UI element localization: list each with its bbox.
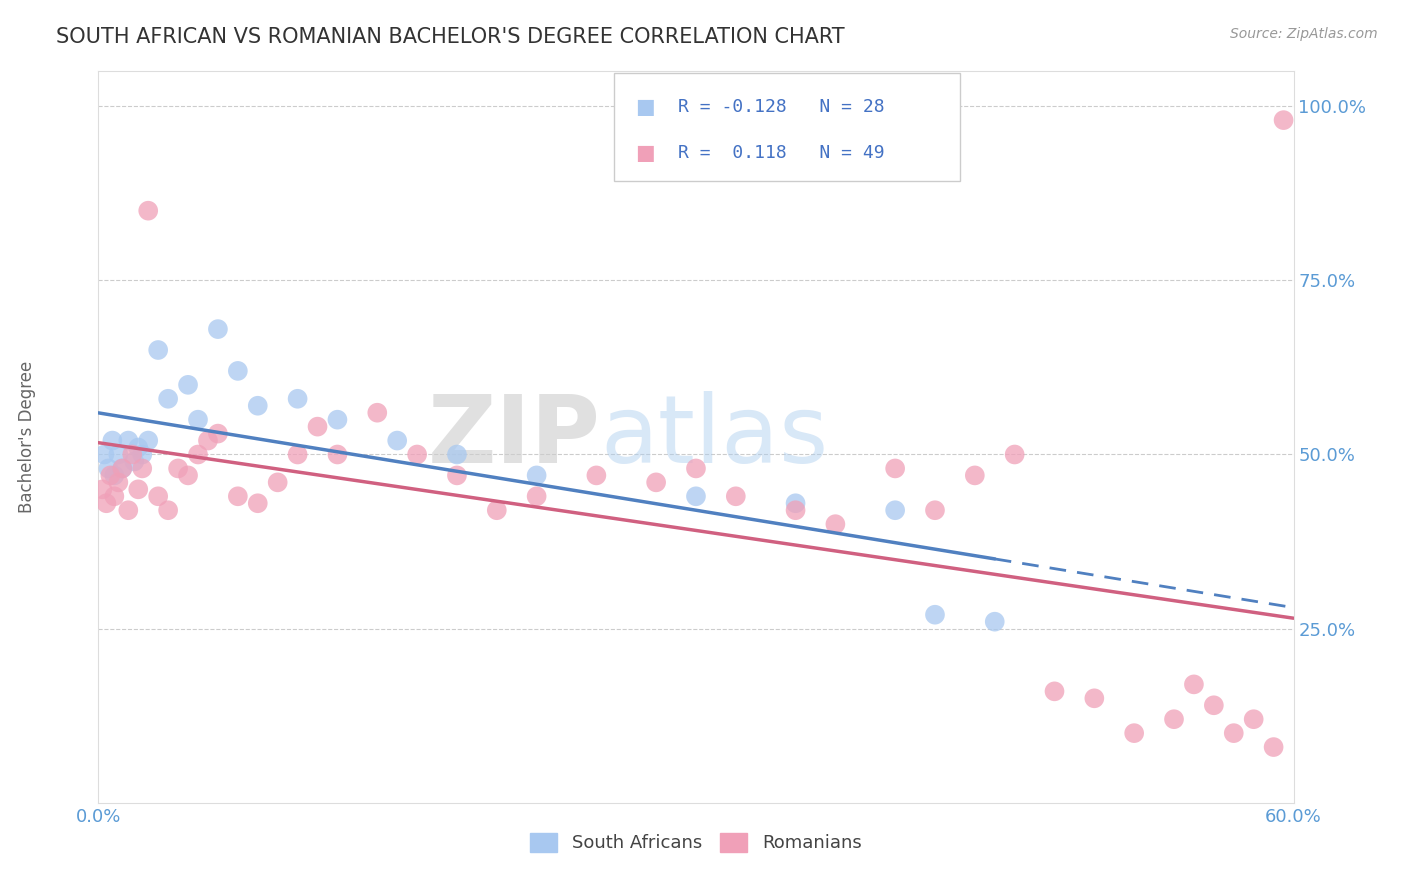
Point (645, 475, 668, 490)
Point (984, 615, 1007, 629)
Y-axis label: Bachelor's Degree: Bachelor's Degree (18, 361, 37, 513)
Point (131, 461, 153, 475)
Point (366, 406, 388, 420)
Point (287, 392, 309, 406)
Point (1223, 726, 1246, 740)
Point (326, 448, 349, 462)
Point (526, 468, 548, 483)
Point (197, 434, 219, 448)
Point (1123, 726, 1146, 740)
Point (406, 448, 429, 462)
Point (97, 461, 120, 475)
Text: ZIP: ZIP (427, 391, 600, 483)
Point (1163, 712, 1185, 726)
Legend: South Africans, Romanians: South Africans, Romanians (523, 826, 869, 860)
Point (963, 468, 986, 483)
Text: Source: ZipAtlas.com: Source: ZipAtlas.com (1230, 27, 1378, 41)
Point (785, 496, 807, 510)
Point (136, 434, 159, 448)
Point (526, 489, 548, 503)
Point (446, 448, 468, 462)
Point (246, 399, 269, 413)
Point (121, 448, 143, 462)
Point (107, 448, 129, 462)
Point (117, 503, 139, 517)
Text: atlas: atlas (600, 391, 828, 483)
Point (111, 461, 134, 475)
Point (103, 468, 125, 483)
Point (226, 364, 249, 378)
Point (924, 503, 946, 517)
Point (446, 468, 468, 483)
Point (824, 517, 846, 532)
Point (1263, 740, 1285, 755)
Point (1202, 698, 1225, 713)
Point (1083, 691, 1105, 706)
Point (685, 489, 707, 503)
Point (101, 434, 124, 448)
Text: ■: ■ (636, 96, 655, 117)
Point (724, 489, 747, 503)
Point (326, 412, 349, 426)
Point (157, 503, 180, 517)
Point (124, 454, 146, 468)
Text: SOUTH AFRICAN VS ROMANIAN BACHELOR'S DEGREE CORRELATION CHART: SOUTH AFRICAN VS ROMANIAN BACHELOR'S DEG… (56, 27, 845, 46)
Point (127, 441, 149, 455)
Point (207, 322, 229, 336)
Point (127, 483, 149, 497)
Text: R = -0.128   N = 28: R = -0.128 N = 28 (678, 97, 884, 116)
Point (136, 203, 159, 218)
Point (226, 489, 249, 503)
Point (177, 377, 200, 392)
Point (287, 448, 309, 462)
Point (585, 468, 607, 483)
Point (148, 343, 170, 357)
Point (107, 475, 129, 490)
Point (167, 461, 190, 475)
Text: ■: ■ (636, 143, 655, 162)
Point (187, 448, 209, 462)
Point (884, 461, 907, 475)
Point (93, 448, 115, 462)
Point (1243, 712, 1265, 726)
Point (177, 468, 200, 483)
Text: R =  0.118   N = 49: R = 0.118 N = 49 (678, 144, 884, 161)
Point (103, 489, 125, 503)
Point (111, 461, 134, 475)
Point (1182, 677, 1205, 691)
Point (246, 496, 269, 510)
Point (785, 503, 807, 517)
Point (207, 426, 229, 441)
Point (267, 475, 290, 490)
Point (117, 434, 139, 448)
Point (1043, 684, 1066, 698)
Point (187, 412, 209, 426)
Point (96, 496, 118, 510)
Point (1272, 113, 1295, 128)
Point (924, 607, 946, 622)
Point (98, 468, 122, 483)
Point (307, 419, 329, 434)
Point (131, 448, 153, 462)
Point (685, 461, 707, 475)
Point (157, 392, 180, 406)
Point (485, 503, 508, 517)
Point (1004, 448, 1026, 462)
Point (91, 483, 114, 497)
Point (385, 434, 409, 448)
Point (884, 503, 907, 517)
Point (148, 489, 170, 503)
